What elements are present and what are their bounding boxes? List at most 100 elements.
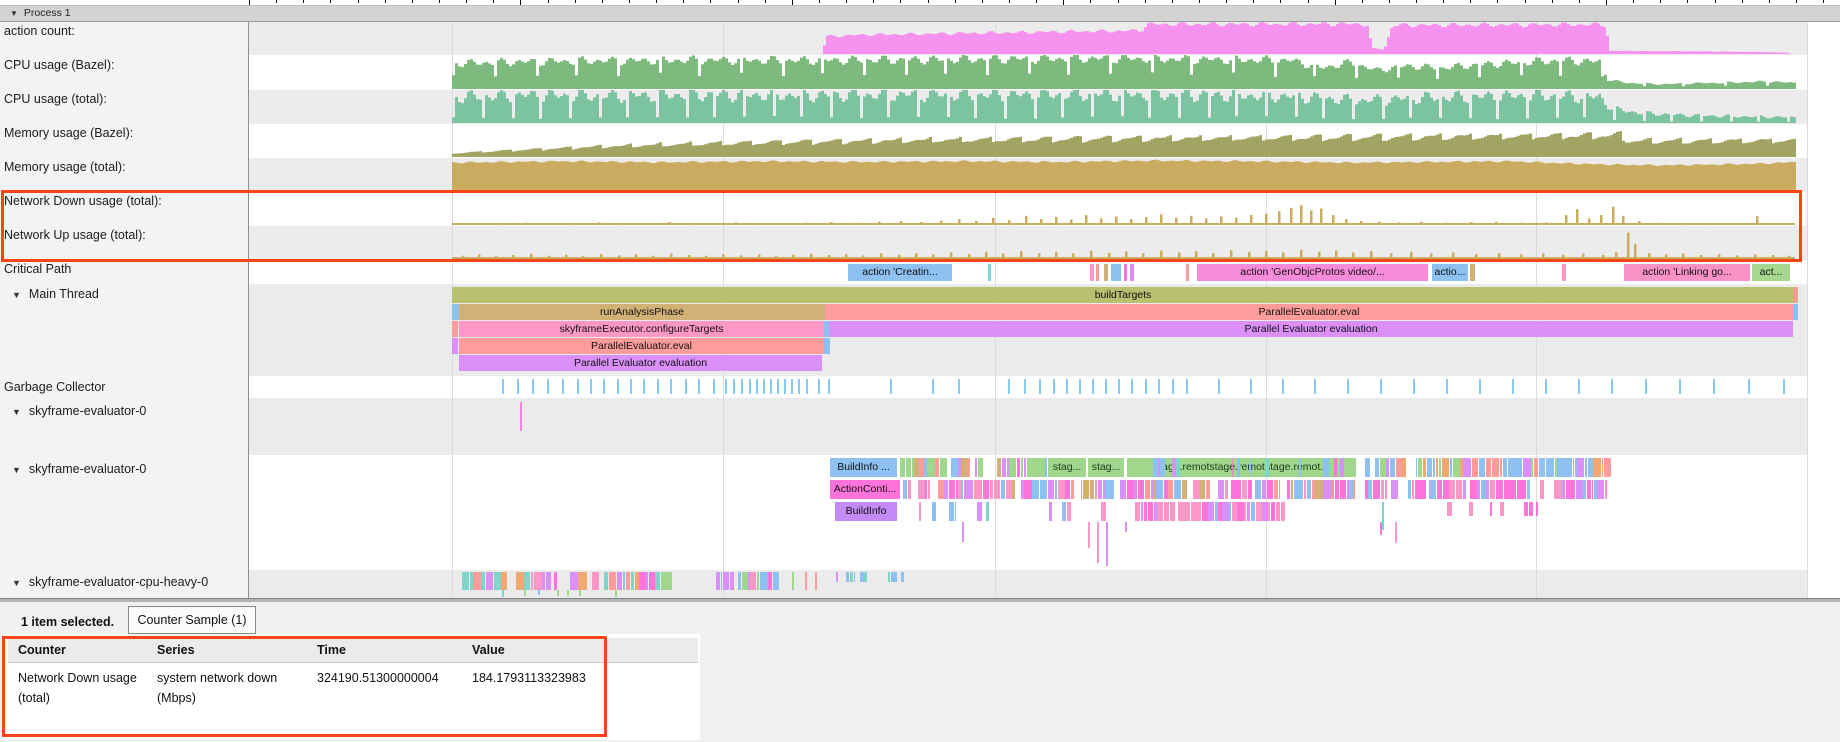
flame-sliver[interactable]	[1156, 480, 1163, 499]
flame-sliver[interactable]	[1040, 458, 1045, 477]
flame-sliver[interactable]	[1311, 480, 1315, 499]
hanging-tick[interactable]	[538, 590, 541, 595]
gc-tick[interactable]	[828, 379, 830, 394]
flame-sliver[interactable]	[961, 458, 967, 477]
flame-sliver[interactable]	[622, 572, 625, 590]
flame-sliver[interactable]	[542, 572, 546, 590]
flame-sliver[interactable]	[646, 572, 649, 590]
main-thread-sliver[interactable]	[452, 304, 459, 320]
flame-sliver[interactable]	[1402, 458, 1406, 477]
gc-tick[interactable]	[1145, 379, 1147, 394]
flame-sliver[interactable]	[996, 458, 1002, 477]
flame-sliver[interactable]	[1520, 480, 1527, 499]
flame-sliver[interactable]	[1247, 480, 1252, 499]
flame-sliver[interactable]	[948, 480, 956, 499]
sidebar-item-skyframe-evaluator-cpu-heavy-0[interactable]: ▼ skyframe-evaluator-cpu-heavy-0	[12, 575, 208, 589]
flame-sliver[interactable]	[1137, 480, 1145, 499]
gc-tick[interactable]	[1066, 379, 1068, 394]
flame-sliver[interactable]	[1039, 480, 1047, 499]
flame-sliver[interactable]	[1080, 480, 1083, 499]
flame-sliver[interactable]	[963, 480, 970, 499]
flame-sliver[interactable]	[1012, 480, 1016, 499]
flame-sliver[interactable]	[634, 572, 639, 590]
flame-sliver[interactable]	[1047, 480, 1055, 499]
gc-tick[interactable]	[756, 379, 758, 394]
flame-sliver[interactable]	[1101, 502, 1106, 521]
gc-tick[interactable]	[818, 379, 820, 394]
flame-sliver[interactable]	[1438, 458, 1442, 477]
main-thread-span-parallelevaluator-eval[interactable]: ParallelEvaluator.eval	[459, 338, 824, 354]
gc-tick[interactable]	[777, 379, 779, 394]
flame-sliver[interactable]	[1061, 502, 1066, 521]
flame-sliver[interactable]	[975, 458, 977, 477]
hanging-tick[interactable]	[557, 590, 560, 597]
gc-tick[interactable]	[1131, 379, 1133, 394]
flame-sliver[interactable]	[1414, 480, 1420, 499]
flame-sliver[interactable]	[1485, 458, 1492, 477]
flame-sliver[interactable]	[944, 480, 948, 499]
flame-sliver[interactable]	[1503, 480, 1510, 499]
flame-sliver[interactable]	[1554, 480, 1562, 499]
gc-tick[interactable]	[1250, 379, 1252, 394]
flame-sliver[interactable]	[1507, 458, 1515, 477]
flame-sliver[interactable]	[1375, 458, 1380, 477]
critical-path-block-action-genobjcprotos-video[interactable]: action 'GenObjcProtos video/...	[1197, 264, 1428, 281]
flame-sliver[interactable]	[1539, 480, 1544, 499]
gc-tick[interactable]	[1413, 379, 1415, 394]
flame-sliver[interactable]	[1432, 458, 1436, 477]
flame-sliver[interactable]	[985, 480, 990, 499]
flame-sliver[interactable]	[1006, 458, 1009, 477]
flame-sliver[interactable]	[1163, 502, 1170, 521]
flame-sliver[interactable]	[1306, 480, 1312, 499]
flame-sliver[interactable]	[1331, 480, 1335, 499]
flame-sliver[interactable]	[768, 572, 773, 590]
main-thread-span-parallel-evaluator-evaluation[interactable]: Parallel Evaluator evaluation	[829, 321, 1793, 337]
flame-sliver[interactable]	[1097, 480, 1103, 499]
flame-block-buildinfo[interactable]: BuildInfo	[835, 502, 897, 521]
flame-sliver[interactable]	[967, 458, 970, 477]
flame-sliver[interactable]	[773, 572, 779, 590]
flame-sliver[interactable]	[853, 572, 856, 582]
flame-sliver[interactable]	[1176, 458, 1181, 477]
flame-sliver[interactable]	[1144, 480, 1151, 499]
flame-sliver[interactable]	[1158, 458, 1160, 477]
flame-sliver[interactable]	[1094, 480, 1098, 499]
flame-sliver[interactable]	[1300, 480, 1304, 499]
gc-tick[interactable]	[749, 379, 751, 394]
flame-sliver[interactable]	[993, 480, 1001, 499]
flame-sliver[interactable]	[1208, 502, 1215, 521]
gc-tick[interactable]	[532, 379, 534, 394]
flame-sliver[interactable]	[1105, 480, 1112, 499]
flame-sliver[interactable]	[1447, 502, 1450, 516]
flame-sliver[interactable]	[1407, 480, 1412, 499]
flame-sliver[interactable]	[903, 480, 908, 499]
collapse-arrow-icon[interactable]: ▼	[12, 465, 21, 475]
flame-sliver[interactable]	[1577, 458, 1585, 477]
flame-sliver[interactable]	[1605, 480, 1607, 499]
flame-sliver[interactable]	[917, 480, 925, 499]
flame-sliver[interactable]	[1151, 480, 1153, 499]
gc-tick[interactable]	[1186, 379, 1188, 394]
flame-sliver[interactable]	[905, 458, 912, 477]
flame-sliver[interactable]	[748, 572, 750, 590]
flame-sliver[interactable]	[1584, 458, 1588, 477]
collapse-arrow-icon[interactable]: ▼	[12, 290, 21, 300]
flame-sliver[interactable]	[1500, 502, 1505, 516]
gc-tick[interactable]	[1479, 379, 1481, 394]
flame-sliver[interactable]	[592, 572, 600, 590]
gc-tick[interactable]	[763, 379, 765, 394]
flame-sliver[interactable]	[1562, 480, 1566, 499]
flame-sliver[interactable]	[958, 480, 961, 499]
flame-sliver[interactable]	[1054, 480, 1058, 499]
flame-sliver[interactable]	[1193, 480, 1200, 499]
flame-sliver[interactable]	[1586, 480, 1592, 499]
flame-sliver[interactable]	[660, 572, 669, 590]
flame-sliver[interactable]	[900, 572, 904, 582]
flame-sliver[interactable]	[1024, 480, 1032, 499]
flame-sliver[interactable]	[608, 572, 617, 590]
flame-sliver[interactable]	[1235, 480, 1241, 499]
hanging-tick[interactable]	[1088, 522, 1091, 549]
flame-sliver[interactable]	[1241, 480, 1248, 499]
flame-sliver[interactable]	[894, 572, 897, 582]
flame-sliver[interactable]	[625, 572, 630, 590]
